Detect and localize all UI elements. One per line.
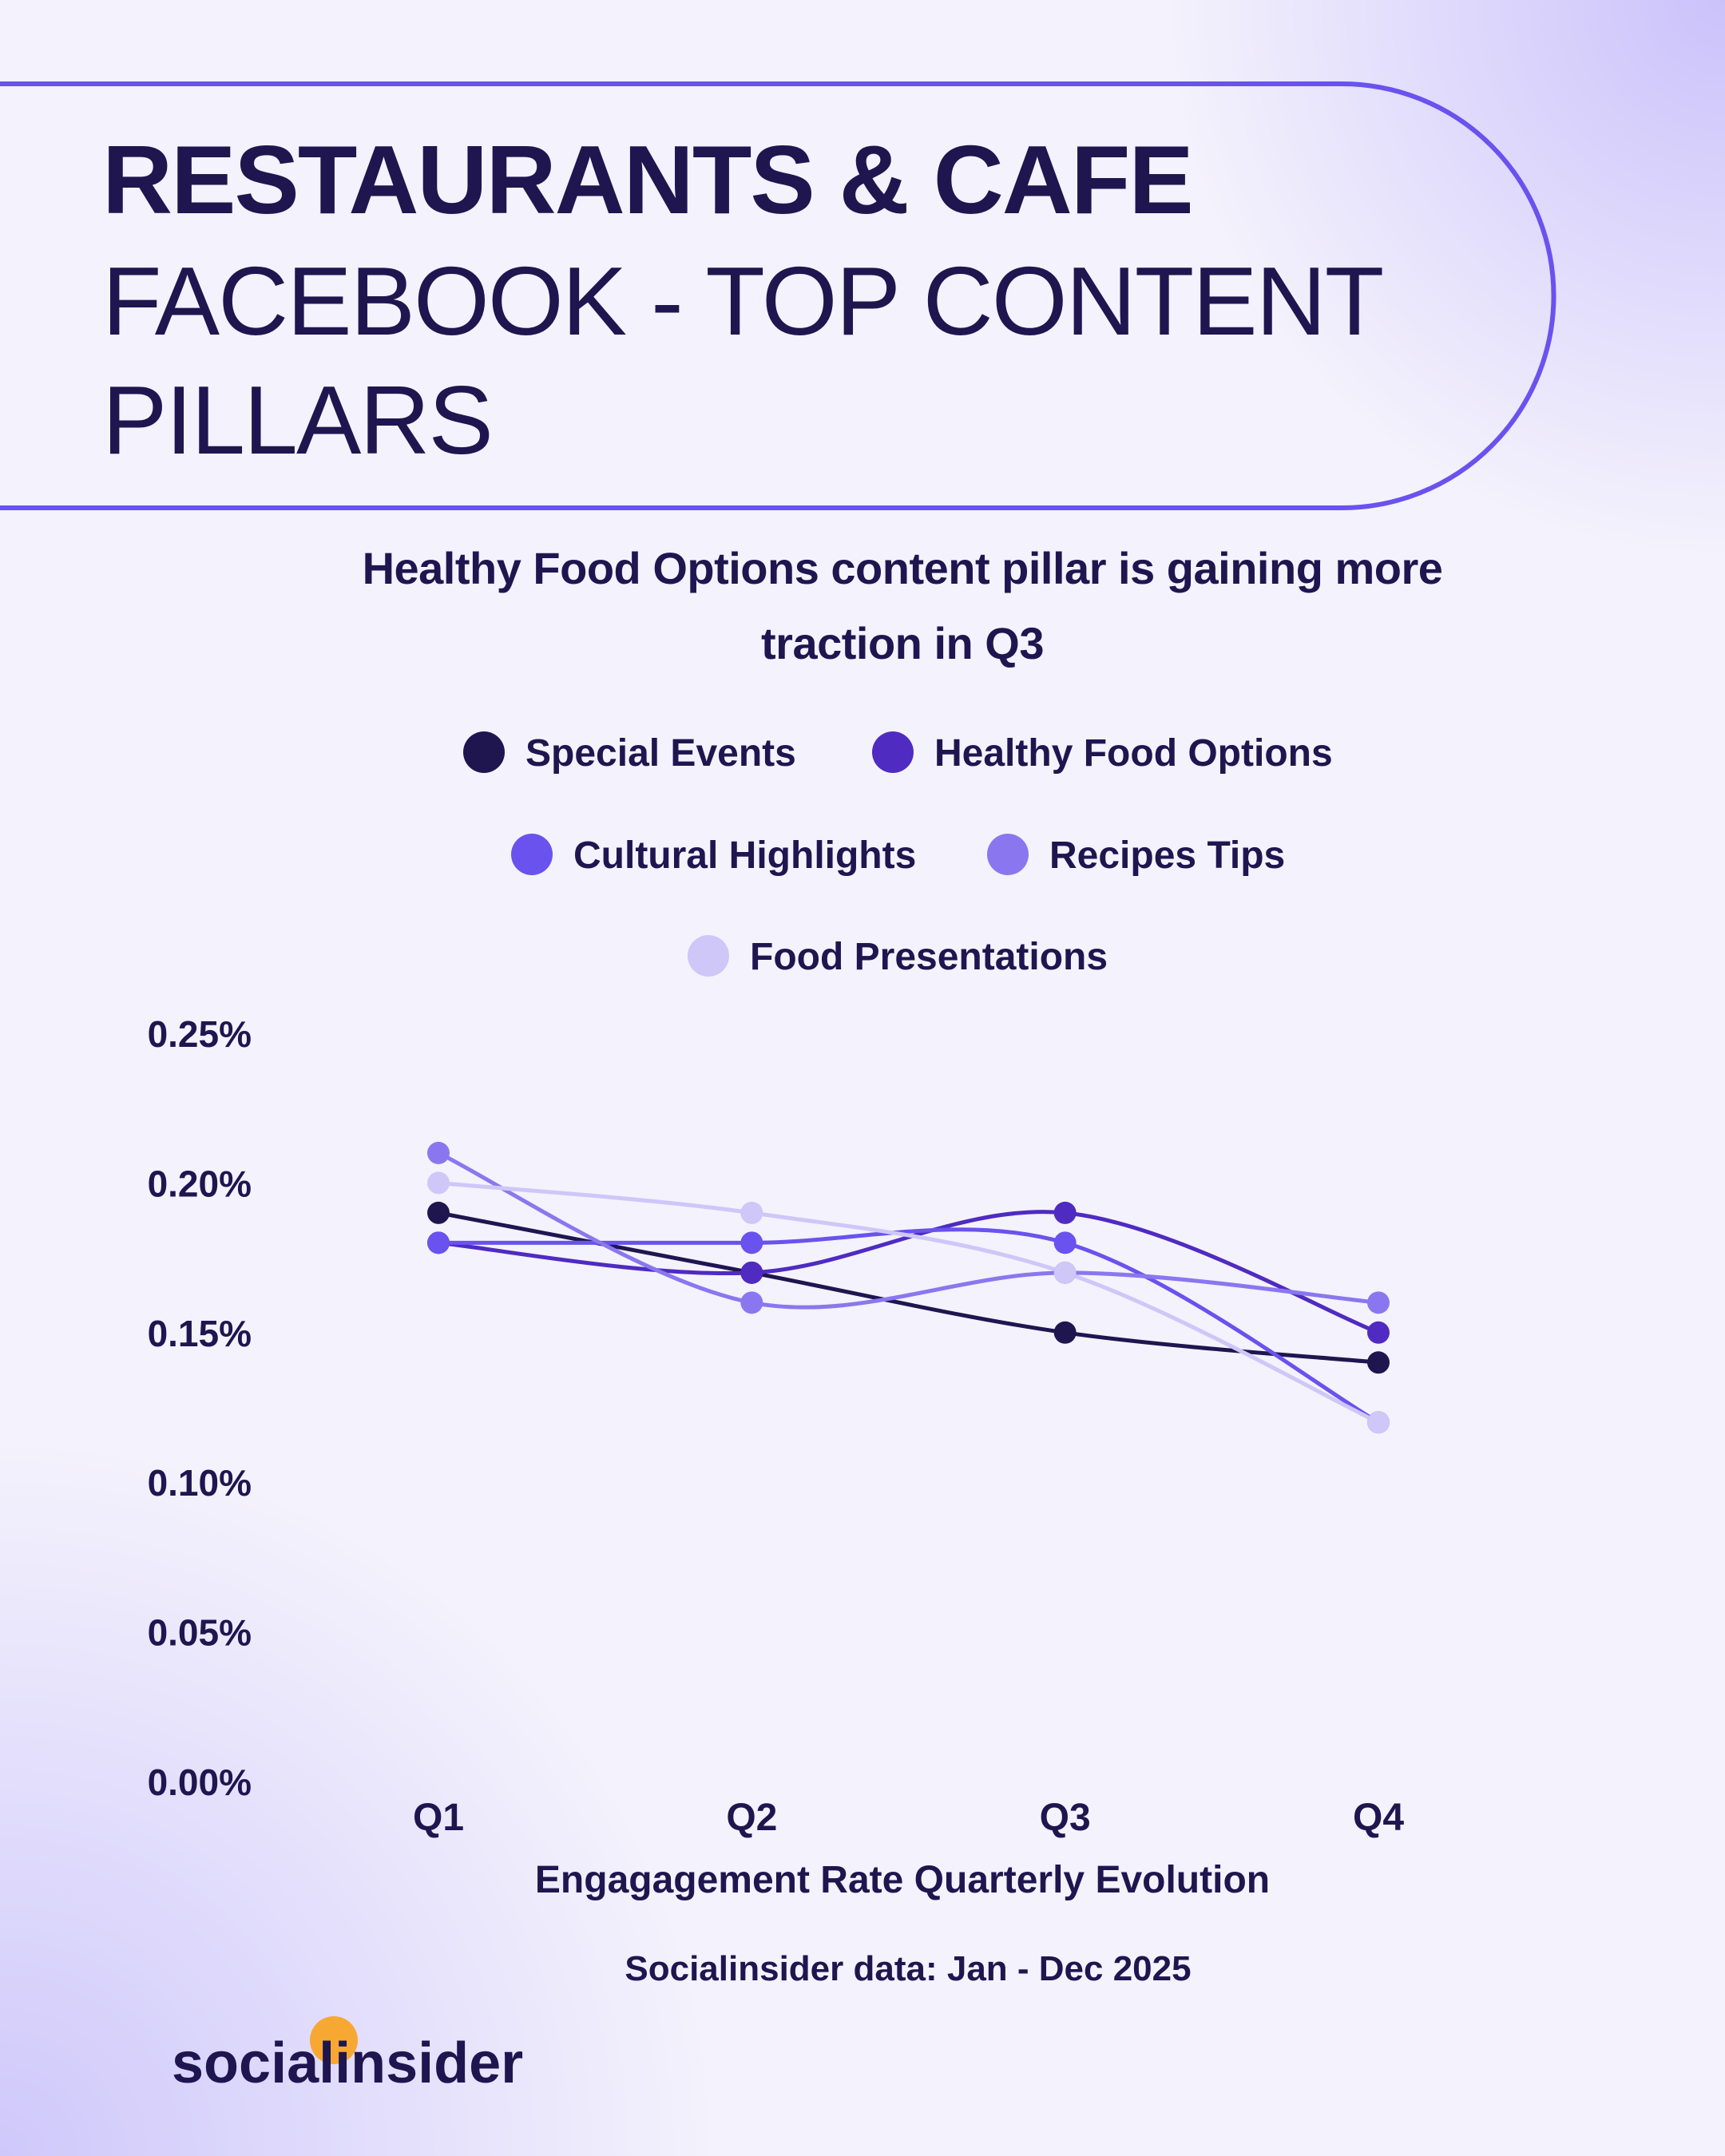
data-point xyxy=(427,1141,450,1164)
x-tick-label: Q1 xyxy=(413,1797,464,1839)
data-point xyxy=(427,1201,450,1224)
data-point xyxy=(1053,1231,1077,1254)
data-point xyxy=(740,1231,763,1254)
header-pill xyxy=(0,81,1556,510)
series-line xyxy=(438,1227,1380,1425)
data-point xyxy=(740,1201,763,1224)
data-point xyxy=(740,1291,763,1314)
y-tick-label: 0.05% xyxy=(148,1612,252,1654)
source: Socialinsider data: Jan - Dec 2025 xyxy=(625,1949,1191,1988)
legend-swatch xyxy=(987,834,1029,875)
legend-label: Cultural Highlights xyxy=(573,834,916,877)
y-tick-label: 0.00% xyxy=(148,1762,252,1803)
legend-label: Food Presentations xyxy=(750,936,1108,978)
series-line xyxy=(437,1151,1379,1310)
data-point xyxy=(1367,1321,1390,1344)
legend-swatch xyxy=(463,731,505,773)
legend-swatch xyxy=(688,935,729,977)
y-tick-label: 0.20% xyxy=(148,1163,252,1204)
legend-swatch xyxy=(872,731,914,773)
data-point xyxy=(1367,1411,1390,1434)
legend-label: Recipes Tips xyxy=(1049,834,1285,877)
data-point xyxy=(427,1231,450,1254)
data-point xyxy=(1367,1291,1390,1314)
y-tick-label: 0.15% xyxy=(148,1313,252,1354)
data-point xyxy=(1053,1201,1077,1224)
header-title: RESTAURANTS & CAFE xyxy=(102,125,1192,234)
header-subtitle: PILLARS xyxy=(102,366,492,474)
legend-swatch xyxy=(511,834,553,875)
header-subtitle: FACEBOOK - TOP CONTENT xyxy=(102,247,1382,355)
logo-dot xyxy=(310,2016,358,2064)
series-line xyxy=(438,1180,1380,1425)
y-tick-label: 0.10% xyxy=(148,1462,252,1504)
data-point xyxy=(1367,1351,1390,1374)
x-tick-label: Q2 xyxy=(726,1797,777,1839)
data-point xyxy=(1053,1321,1077,1344)
chart-title: Healthy Food Options content pillar is g… xyxy=(362,543,1443,668)
x-tick-label: Q4 xyxy=(1353,1797,1404,1839)
legend-label: Special Events xyxy=(525,732,796,775)
legend-label: Healthy Food Options xyxy=(934,732,1333,775)
data-point xyxy=(740,1261,763,1284)
data-point xyxy=(427,1171,450,1195)
data-point xyxy=(1053,1261,1077,1284)
logo: socialinsider xyxy=(172,2031,523,2095)
x-axis-title: Engagagement Rate Quarterly Evolution xyxy=(535,1859,1270,1901)
y-tick-label: 0.25% xyxy=(148,1013,252,1055)
x-tick-label: Q3 xyxy=(1040,1797,1091,1839)
